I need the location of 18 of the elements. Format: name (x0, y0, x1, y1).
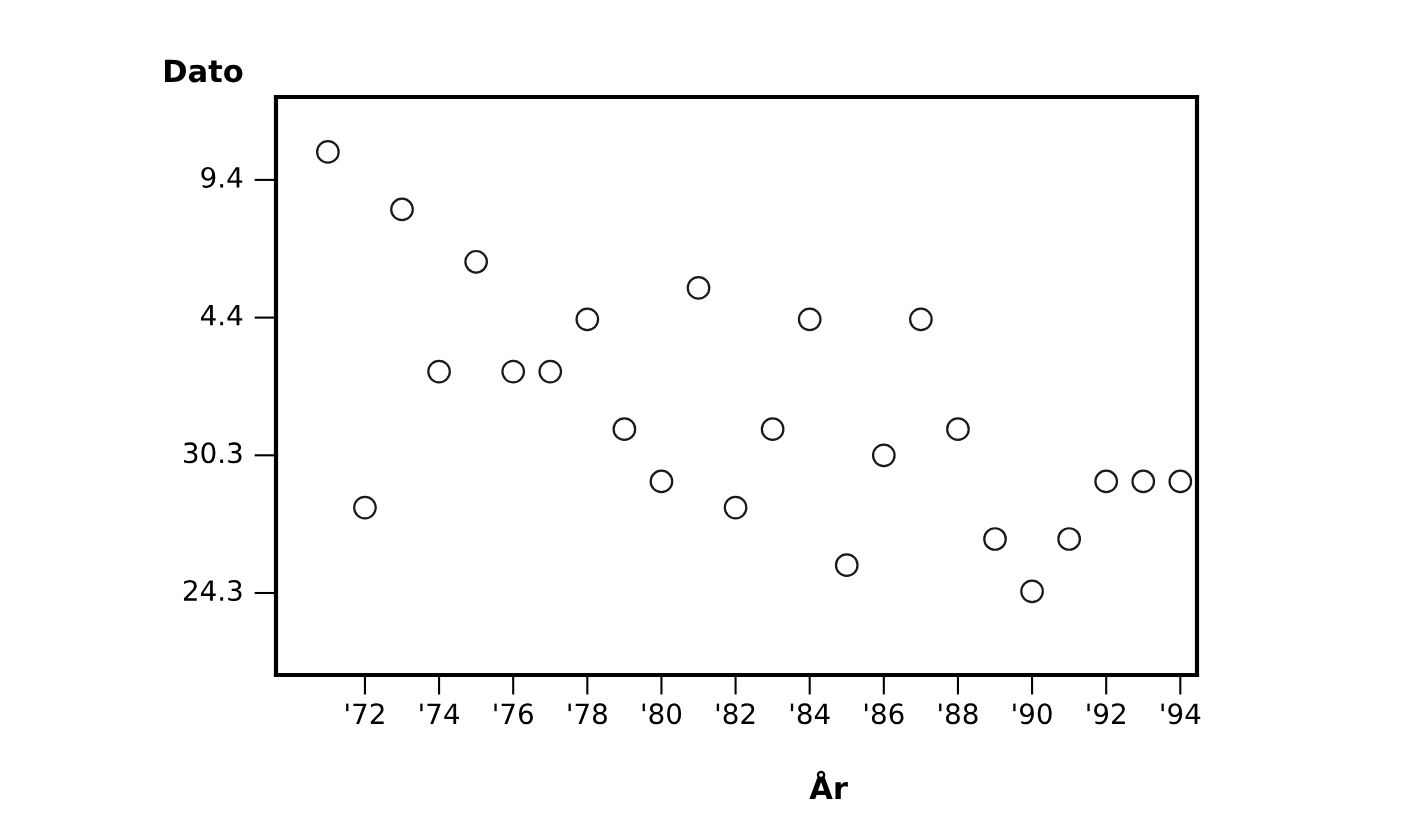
x-tick-label: '86 (865, 703, 904, 725)
x-tick-label: '88 (939, 703, 978, 725)
x-tick-label: '92 (1087, 703, 1125, 725)
y-axis-title: Dato (164, 59, 243, 83)
x-tick-label: '74 (420, 703, 460, 724)
text: 24.3 (183, 580, 242, 602)
x-tick-label: '84 (790, 703, 830, 725)
text: 9.4 (201, 166, 243, 188)
x-tick-label: '82 (716, 703, 755, 725)
x-tick-label: '80 (642, 703, 682, 725)
x-tick-label: '72 (346, 703, 384, 724)
x-tick-label: '78 (568, 703, 607, 725)
x-axis-title: År (809, 770, 848, 800)
text: 4.4 (200, 305, 243, 326)
x-tick-label: '76 (494, 703, 533, 725)
x-tick-label: '94 (1161, 703, 1201, 725)
x-tick-label: '90 (1013, 703, 1052, 725)
text: 30.3 (184, 442, 242, 464)
